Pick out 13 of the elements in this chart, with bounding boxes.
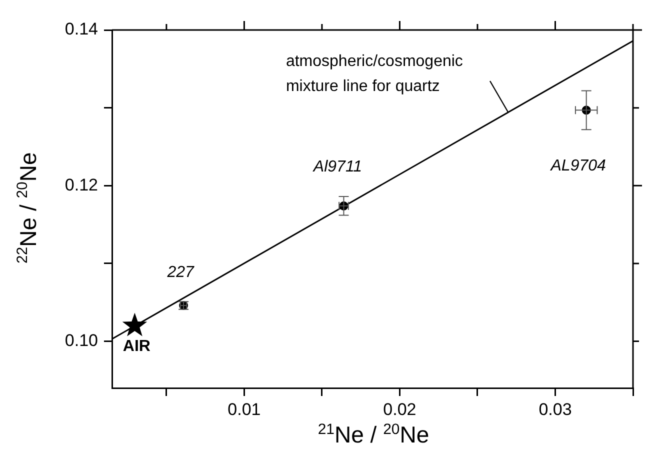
x-tick-label: 0.03 bbox=[538, 400, 572, 419]
y-tick-label: 0.12 bbox=[64, 175, 98, 194]
y-tick-label: 0.10 bbox=[64, 330, 98, 350]
annotation: atmospheric/cosmogenic mixture line for quartz bbox=[286, 52, 463, 95]
x-axis-title: $^{21}$Ne / $^{20}$Ne bbox=[316, 421, 430, 449]
x-tick-label: 0.01 bbox=[228, 400, 261, 419]
annotation: AIR bbox=[122, 338, 151, 356]
x-tick-label: 0.02 bbox=[383, 400, 416, 419]
y-tick-label: 0.14 bbox=[64, 20, 98, 39]
annotation: 227 bbox=[166, 264, 195, 281]
annotation: Al9711 bbox=[312, 158, 362, 176]
point bbox=[122, 312, 148, 336]
annotation: AL9704 bbox=[550, 158, 606, 175]
